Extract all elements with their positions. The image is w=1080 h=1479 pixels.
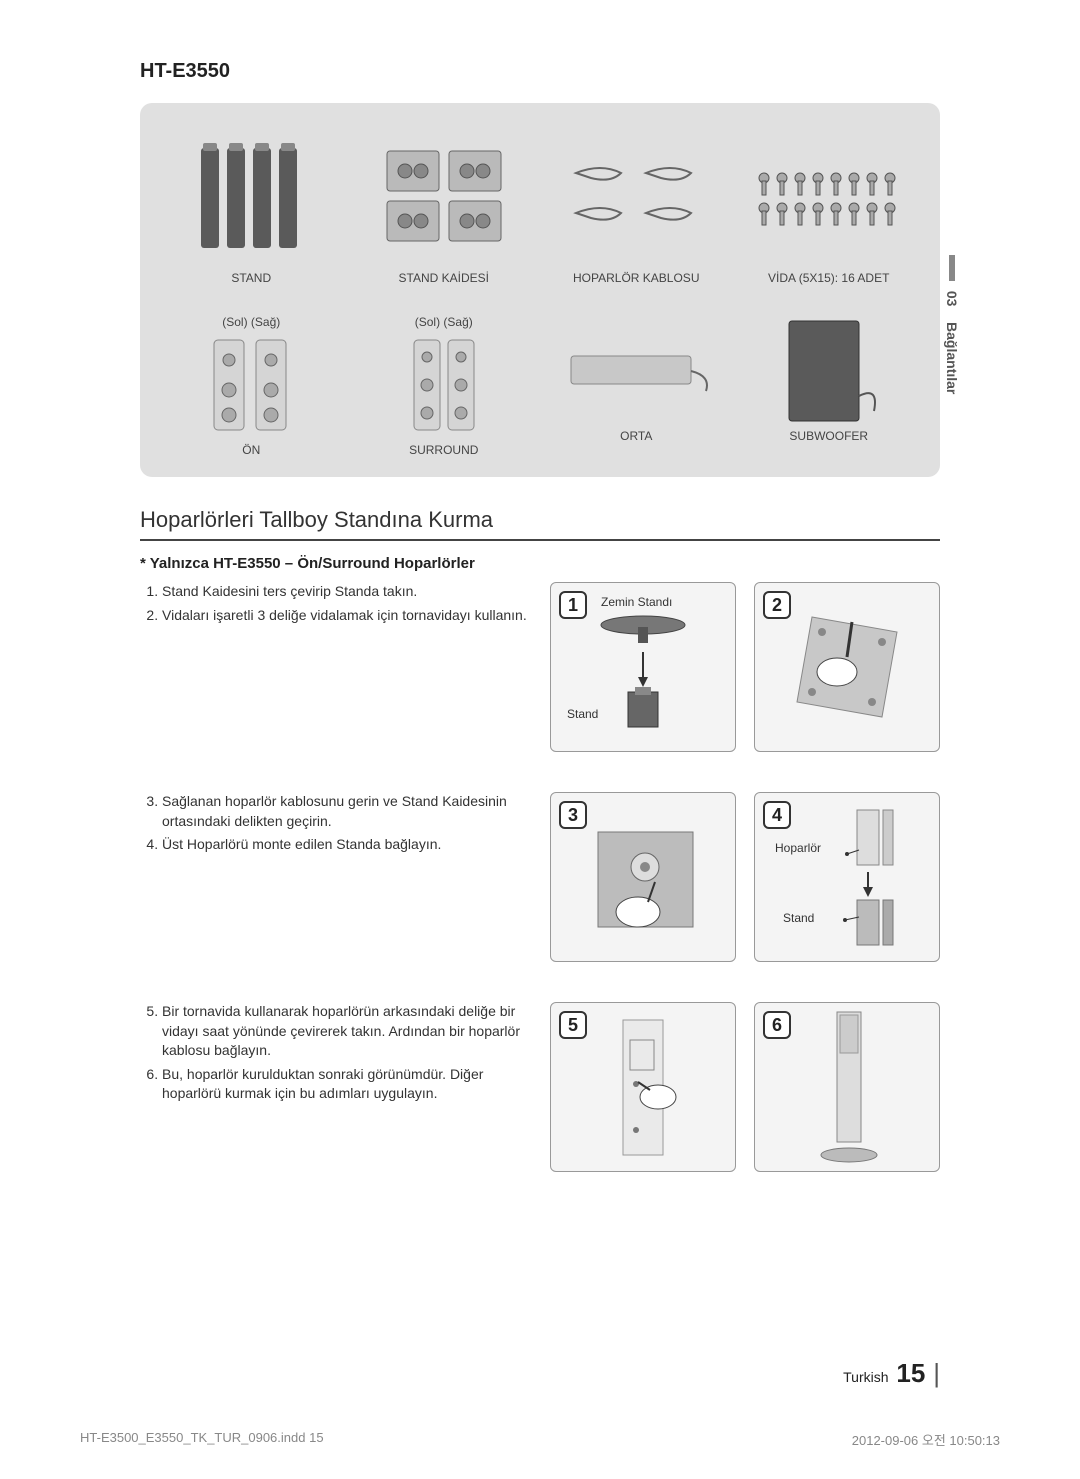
print-left: HT-E3500_E3550_TK_TUR_0906.indd 15 bbox=[80, 1430, 324, 1449]
steps-row-2: Sağlanan hoparlör kablosunu gerin ve Sta… bbox=[140, 792, 940, 962]
stand-base-icon bbox=[379, 133, 509, 263]
surround-icon bbox=[404, 335, 484, 435]
section-title: Hoparlörleri Tallboy Standına Kurma bbox=[140, 507, 940, 533]
fig-label: Hoparlör bbox=[775, 841, 821, 855]
step-fig-4: 4 Hoparlör Stand bbox=[754, 792, 940, 962]
comp-label: VİDA (5X15): 16 ADET bbox=[768, 271, 889, 285]
comp-sublabel: (Sol) (Sağ) bbox=[415, 315, 473, 329]
page-footer: Turkish 15 | bbox=[843, 1358, 940, 1389]
comp-cable: HOPARLÖR KABLOSU bbox=[545, 133, 728, 285]
print-footer: HT-E3500_E3550_TK_TUR_0906.indd 15 2012-… bbox=[80, 1430, 1000, 1449]
comp-subwoofer: SUBWOOFER bbox=[738, 315, 921, 457]
comp-label: SURROUND bbox=[409, 443, 478, 457]
step-item: Sağlanan hoparlör kablosunu gerin ve Sta… bbox=[162, 792, 530, 831]
subwoofer-icon bbox=[774, 321, 884, 421]
screws-icon bbox=[754, 133, 904, 263]
step-num: 4 bbox=[763, 801, 791, 829]
step-item: Stand Kaidesini ters çevirip Standa takı… bbox=[162, 582, 530, 602]
section-rule bbox=[140, 539, 940, 541]
comp-label: STAND bbox=[231, 271, 271, 285]
step-fig-3: 3 bbox=[550, 792, 736, 962]
side-tab: 03 Bağlantılar bbox=[944, 255, 960, 394]
step-num: 1 bbox=[559, 591, 587, 619]
steps-row-3: Bir tornavida kullanarak hoparlörün arka… bbox=[140, 1002, 940, 1172]
side-tab-label: Bağlantılar bbox=[944, 322, 960, 394]
steps-row-1: Stand Kaidesini ters çevirip Standa takı… bbox=[140, 582, 940, 752]
step-fig-1: 1 Zemin Standı Stand bbox=[550, 582, 736, 752]
step-fig-5: 5 bbox=[550, 1002, 736, 1172]
step-num: 3 bbox=[559, 801, 587, 829]
step-fig-2: 2 bbox=[754, 582, 940, 752]
step-fig-6: 6 bbox=[754, 1002, 940, 1172]
steps-text-3: Bir tornavida kullanarak hoparlörün arka… bbox=[140, 1002, 530, 1172]
stand-icon bbox=[191, 133, 311, 263]
comp-label: SUBWOOFER bbox=[789, 429, 868, 443]
step-item: Bir tornavida kullanarak hoparlörün arka… bbox=[162, 1002, 530, 1061]
steps-text-2: Sağlanan hoparlör kablosunu gerin ve Sta… bbox=[140, 792, 530, 962]
comp-stand-base: STAND KAİDESİ bbox=[353, 133, 536, 285]
fig-label: Stand bbox=[567, 707, 598, 721]
fig-label: Stand bbox=[783, 911, 814, 925]
step-num: 2 bbox=[763, 591, 791, 619]
step-item: Vidaları işaretli 3 deliğe vidalamak içi… bbox=[162, 606, 530, 626]
fig-label: Zemin Standı bbox=[601, 595, 672, 609]
comp-surround: (Sol) (Sağ) SURROUND bbox=[353, 315, 536, 457]
section-subhead: * Yalnızca HT-E3550 – Ön/Surround Hoparl… bbox=[140, 555, 940, 572]
comp-label: ÖN bbox=[242, 443, 260, 457]
front-icon bbox=[206, 335, 296, 435]
footer-page-num: 15 bbox=[896, 1358, 925, 1388]
comp-label: HOPARLÖR KABLOSU bbox=[573, 271, 699, 285]
step-item: Üst Hoparlörü monte edilen Standa bağlay… bbox=[162, 835, 530, 855]
step-num: 6 bbox=[763, 1011, 791, 1039]
model-title: HT-E3550 bbox=[140, 60, 940, 83]
comp-center: ORTA bbox=[545, 315, 728, 457]
step-item: Bu, hoparlör kurulduktan sonraki görünüm… bbox=[162, 1065, 530, 1104]
footer-lang: Turkish bbox=[843, 1369, 888, 1385]
center-icon bbox=[561, 321, 711, 421]
comp-label: ORTA bbox=[620, 429, 652, 443]
cable-icon bbox=[566, 133, 706, 263]
step-num: 5 bbox=[559, 1011, 587, 1039]
steps-text-1: Stand Kaidesini ters çevirip Standa takı… bbox=[140, 582, 530, 752]
comp-screws: VİDA (5X15): 16 ADET bbox=[738, 133, 921, 285]
comp-stand: STAND bbox=[160, 133, 343, 285]
side-tab-num: 03 bbox=[944, 291, 960, 307]
print-right: 2012-09-06 오전 10:50:13 bbox=[852, 1430, 1000, 1449]
comp-label: STAND KAİDESİ bbox=[399, 271, 489, 285]
comp-front: (Sol) (Sağ) ÖN bbox=[160, 315, 343, 457]
comp-sublabel: (Sol) (Sağ) bbox=[222, 315, 280, 329]
components-panel: STAND STAND bbox=[140, 103, 940, 477]
